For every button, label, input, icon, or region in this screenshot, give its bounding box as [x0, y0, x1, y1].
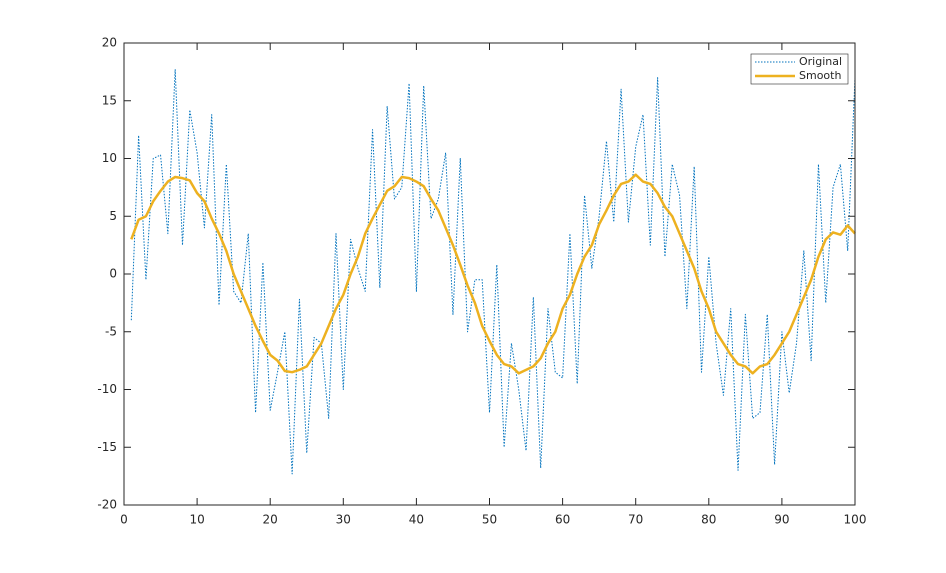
series-line: [130, 69, 856, 475]
legend-box: [750, 53, 849, 85]
marks: [130, 69, 856, 475]
y-tick-label: -10: [97, 382, 117, 396]
y-tick-label: 5: [109, 209, 117, 223]
x-tick-label: 80: [701, 513, 716, 527]
x-tick-label: 100: [844, 513, 867, 527]
y-tick-label: -15: [97, 440, 117, 454]
x-tick-label: 50: [482, 513, 497, 527]
plot-area: [124, 43, 855, 505]
series-line: [130, 173, 856, 375]
x-tick-label: 90: [774, 513, 789, 527]
x-tick-label: 30: [336, 513, 351, 527]
x-tick-label: 70: [628, 513, 643, 527]
y-tick-label: 15: [102, 93, 117, 107]
legend-label: Smooth: [799, 69, 841, 82]
y-tick-label: -20: [97, 498, 117, 512]
x-tick-label: 10: [189, 513, 204, 527]
x-tick-label: 40: [409, 513, 424, 527]
y-tick-label: 20: [102, 36, 117, 50]
y-tick-label: -5: [105, 324, 117, 338]
x-tick-label: 20: [263, 513, 278, 527]
y-tick-label: 10: [102, 151, 117, 165]
x-tick-label: 0: [120, 513, 128, 527]
y-tick-label: 0: [109, 267, 117, 281]
legend-label: Original: [799, 55, 842, 68]
x-tick-label: 60: [555, 513, 570, 527]
